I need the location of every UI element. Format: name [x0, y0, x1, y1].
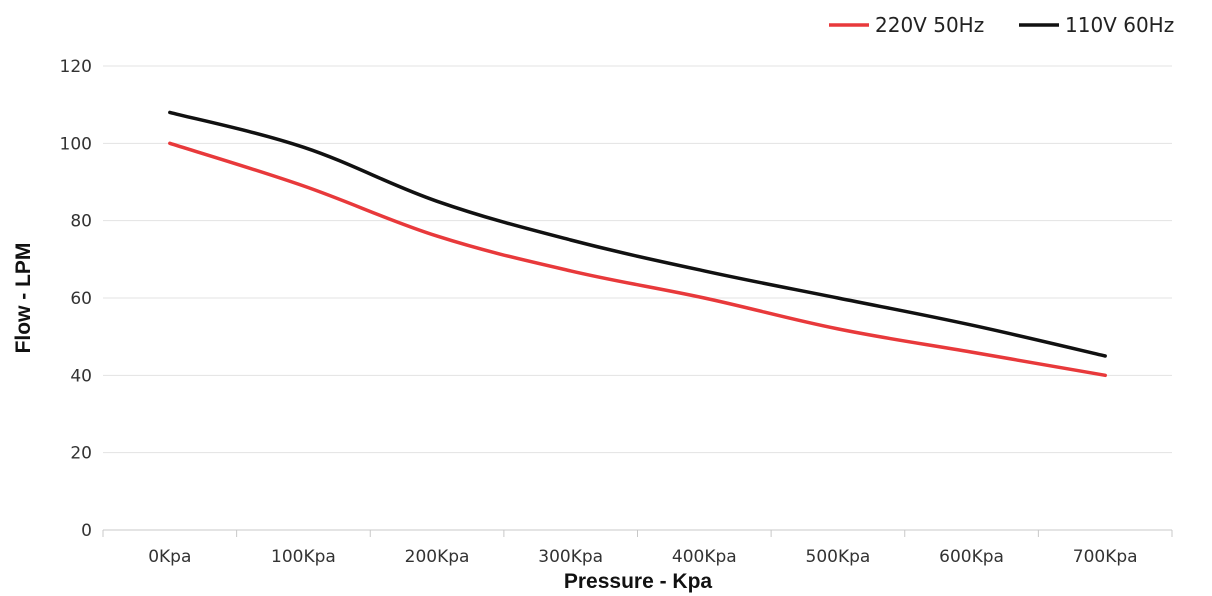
y-axis-title: Flow - LPM [12, 243, 35, 354]
y-tick-label: 120 [60, 57, 92, 77]
legend-label-220v-50hz: 220V 50Hz [875, 13, 984, 37]
x-axis-title: Pressure - Kpa [564, 570, 713, 593]
axes [102, 529, 1173, 537]
x-tick-label: 700Kpa [1073, 547, 1138, 567]
legend-label-110v-60hz: 110V 60Hz [1065, 13, 1174, 37]
legend: 220V 50Hz 110V 60Hz [829, 13, 1174, 37]
y-tick-label: 100 [60, 134, 92, 154]
y-tick-label: 40 [70, 366, 92, 386]
y-tick-labels: 0 20 40 60 80 100 120 [60, 57, 92, 541]
y-tick-label: 20 [70, 444, 92, 464]
x-tick-label: 300Kpa [538, 547, 603, 567]
series-line-220v-50hz [168, 141, 1107, 378]
gridlines [103, 65, 1172, 454]
y-tick-label: 0 [81, 521, 92, 541]
y-tick-label: 60 [70, 289, 92, 309]
x-tick-label: 200Kpa [405, 547, 470, 567]
series-line-110v-60hz [168, 110, 1107, 358]
y-tick-label: 80 [70, 212, 92, 232]
x-tick-label: 100Kpa [271, 547, 336, 567]
x-tick-label: 500Kpa [806, 547, 871, 567]
series-lines [168, 110, 1107, 378]
x-tick-label: 400Kpa [672, 547, 737, 567]
x-tick-label: 0Kpa [148, 547, 191, 567]
x-tick-labels: 0Kpa 100Kpa 200Kpa 300Kpa 400Kpa 500Kpa 600Kpa… [148, 547, 1137, 567]
x-tick-label: 600Kpa [939, 547, 1004, 567]
